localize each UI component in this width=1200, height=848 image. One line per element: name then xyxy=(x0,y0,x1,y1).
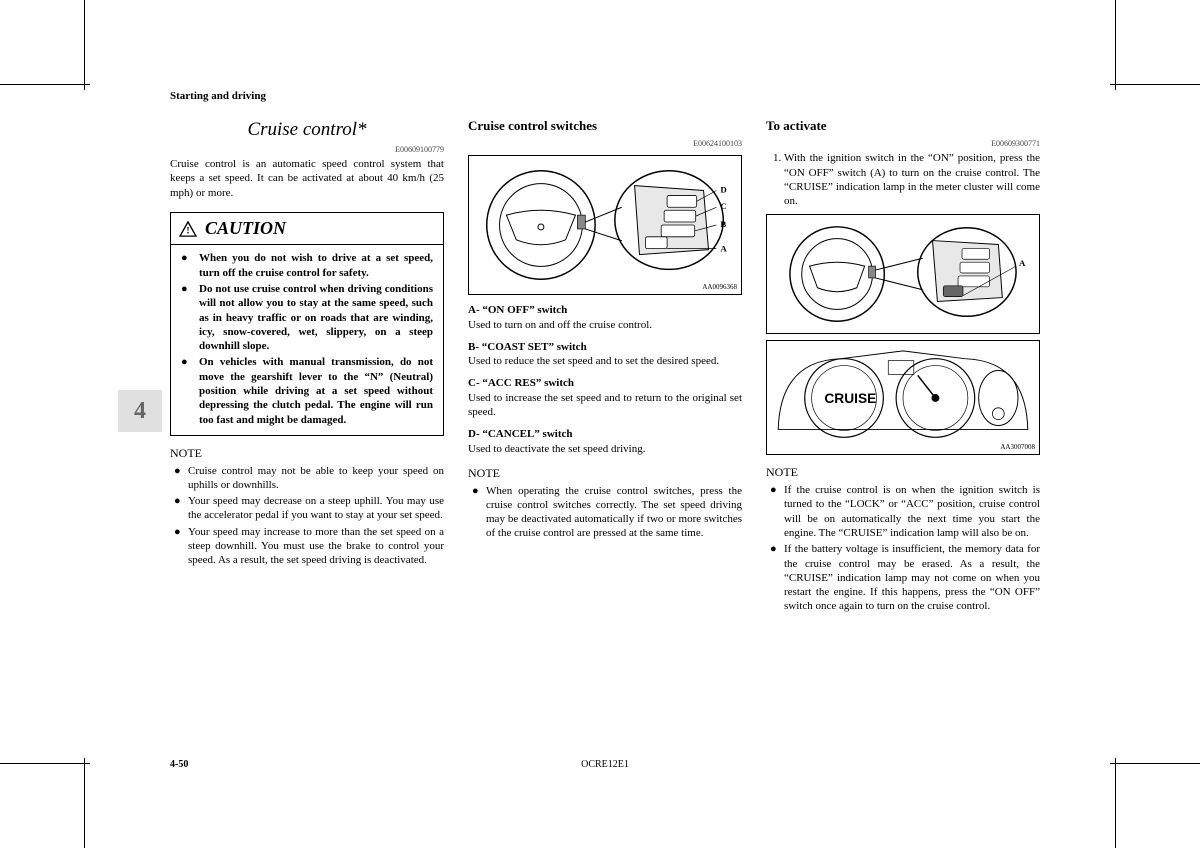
ref-number: E00609300771 xyxy=(766,139,1040,149)
column-1: Cruise control* E00609100779 Cruise cont… xyxy=(170,114,444,616)
note-item: If the battery voltage is insufficient, … xyxy=(784,542,1040,613)
caution-box: ! CAUTION When you do not wish to drive … xyxy=(170,212,444,436)
svg-text:C: C xyxy=(720,202,726,212)
figure-code: AA3007008 xyxy=(1000,443,1035,452)
switch-label: C- “ACC RES” switch xyxy=(468,376,742,390)
note-list: When operating the cruise control switch… xyxy=(468,484,742,541)
svg-text:CRUISE: CRUISE xyxy=(824,391,876,406)
activate-steps: With the ignition switch in the “ON” pos… xyxy=(766,151,1040,208)
switch-label: A- “ON OFF” switch xyxy=(468,303,742,317)
ref-number: E00624100103 xyxy=(468,139,742,149)
caution-body: When you do not wish to drive at a set s… xyxy=(171,245,443,435)
section-heading: To activate xyxy=(766,118,1040,135)
switch-label: D- “CANCEL” switch xyxy=(468,427,742,441)
column-3: To activate E00609300771 With the igniti… xyxy=(766,114,1040,616)
chapter-number: 4 xyxy=(134,398,146,425)
crop-mark xyxy=(1115,0,1116,90)
ref-number: E00609100779 xyxy=(170,145,444,155)
columns-container: Cruise control* E00609100779 Cruise cont… xyxy=(170,114,1040,616)
page-title: Cruise control* xyxy=(170,118,444,143)
caution-item: On vehicles with manual transmission, do… xyxy=(195,355,433,426)
crop-mark xyxy=(84,758,85,848)
switch-desc: Used to increase the set speed and to re… xyxy=(468,391,742,420)
page-number: 4-50 xyxy=(170,759,188,770)
switch-desc: Used to deactivate the set speed driving… xyxy=(468,442,742,456)
note-heading: NOTE xyxy=(468,466,742,482)
warning-icon: ! xyxy=(179,221,197,237)
footer-code: OCRE12E1 xyxy=(581,759,629,770)
meter-cluster-diagram: CRUISE xyxy=(767,341,1039,454)
crop-mark xyxy=(0,84,90,85)
crop-mark xyxy=(84,0,85,90)
crop-mark xyxy=(1110,763,1200,764)
crop-mark xyxy=(0,763,90,764)
note-item: If the cruise control is on when the ign… xyxy=(784,483,1040,540)
switch-desc: Used to reduce the set speed and to set … xyxy=(468,354,742,368)
intro-text: Cruise control is an automatic speed con… xyxy=(170,157,444,200)
figure-meter-cluster: CRUISE AA3007008 xyxy=(766,340,1040,455)
note-item: When operating the cruise control switch… xyxy=(486,484,742,541)
note-heading: NOTE xyxy=(766,465,1040,481)
note-heading: NOTE xyxy=(170,446,444,462)
step-item: With the ignition switch in the “ON” pos… xyxy=(784,151,1040,208)
figure-activate-switch: A xyxy=(766,214,1040,334)
svg-text:B: B xyxy=(720,219,726,229)
note-list: Cruise control may not be able to keep y… xyxy=(170,464,444,568)
caution-header: ! CAUTION xyxy=(171,213,443,245)
caution-title: CAUTION xyxy=(205,217,286,240)
chapter-tab: 4 xyxy=(118,390,162,432)
svg-text:A: A xyxy=(1019,259,1026,269)
page-footer: 4-50 OCRE12E1 xyxy=(170,759,1040,770)
svg-text:!: ! xyxy=(186,225,189,236)
note-item: Your speed may decrease on a steep uphil… xyxy=(188,494,444,523)
switch-label: B- “COAST SET” switch xyxy=(468,340,742,354)
section-heading: Cruise control switches xyxy=(468,118,742,135)
section-header: Starting and driving xyxy=(170,90,1040,102)
caution-item: When you do not wish to drive at a set s… xyxy=(195,251,433,280)
note-item: Your speed may increase to more than the… xyxy=(188,525,444,568)
svg-text:A: A xyxy=(720,244,727,254)
figure-steering-switches: D C B A AA0096368 xyxy=(468,155,742,295)
switch-desc: Used to turn on and off the cruise contr… xyxy=(468,318,742,332)
svg-text:D: D xyxy=(720,185,726,195)
steering-wheel-diagram-2: A xyxy=(767,215,1039,333)
note-list: If the cruise control is on when the ign… xyxy=(766,483,1040,614)
page-content: 4 Starting and driving Cruise control* E… xyxy=(170,90,1040,770)
caution-item: Do not use cruise control when driving c… xyxy=(195,282,433,353)
steering-wheel-diagram: D C B A xyxy=(469,156,741,294)
column-2: Cruise control switches E00624100103 xyxy=(468,114,742,616)
note-item: Cruise control may not be able to keep y… xyxy=(188,464,444,493)
figure-code: AA0096368 xyxy=(702,283,737,292)
crop-mark xyxy=(1110,84,1200,85)
crop-mark xyxy=(1115,758,1116,848)
